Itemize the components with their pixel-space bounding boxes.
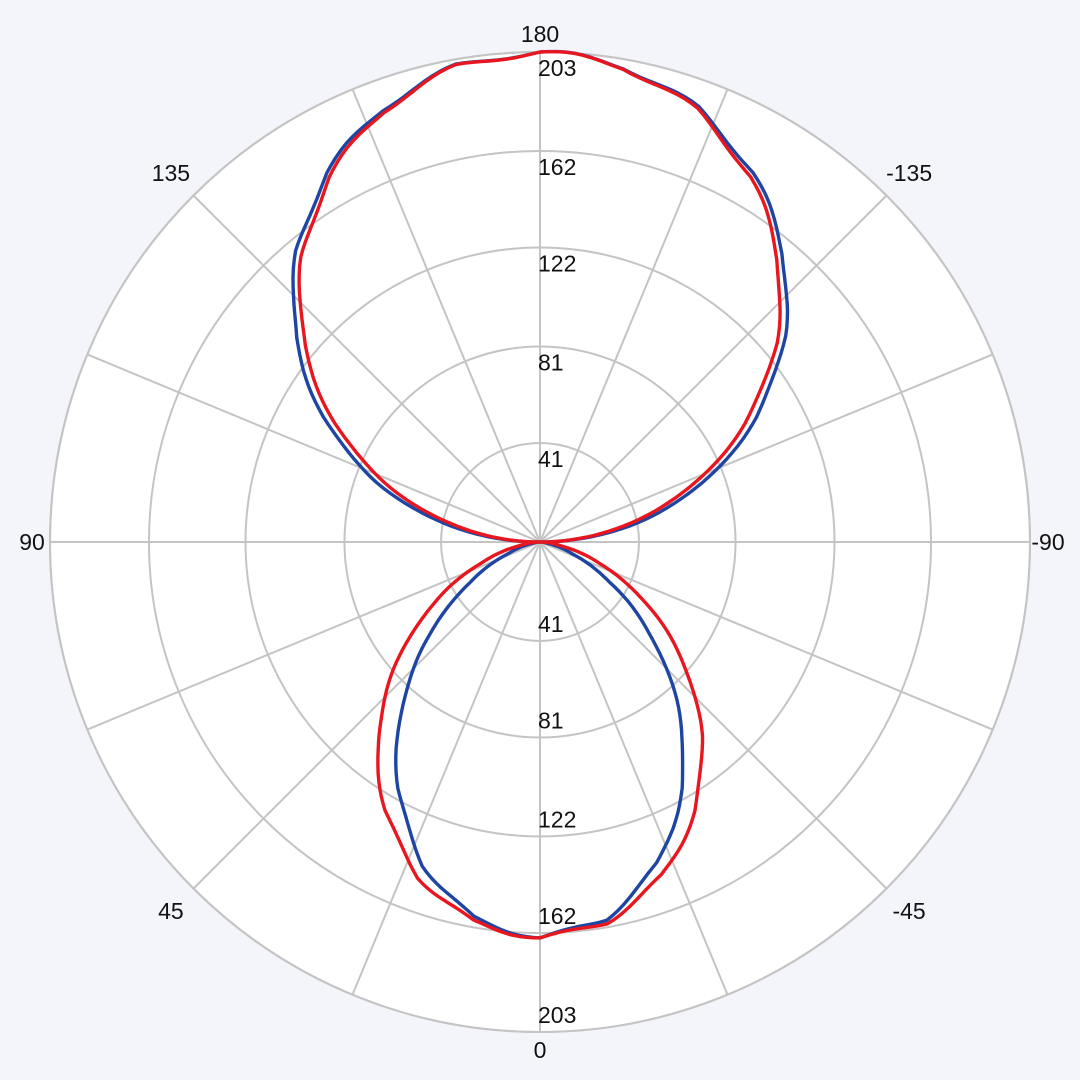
angular-grid-spoke — [351, 541, 541, 996]
angle-label: -90 — [1031, 529, 1064, 555]
radial-tick-label-top: 122 — [538, 251, 576, 277]
angular-grid-spoke — [192, 194, 541, 543]
radial-tick-label-top: 203 — [538, 55, 576, 81]
radial-tick-label-top: 81 — [538, 349, 564, 375]
angular-grid-spoke — [192, 541, 541, 890]
angular-grid-spoke — [86, 353, 541, 543]
angular-grid-spoke — [539, 541, 729, 996]
angular-grid-spoke — [539, 88, 729, 543]
angle-label: -45 — [892, 898, 925, 924]
angle-label: 45 — [158, 898, 184, 924]
radial-tick-label-bottom: 122 — [538, 806, 576, 832]
radial-tick-label-top: 162 — [538, 154, 576, 180]
angle-label: 180 — [521, 21, 559, 47]
angle-label: -135 — [886, 160, 932, 186]
radial-tick-label-bottom: 203 — [538, 1002, 576, 1028]
angle-label: 90 — [19, 529, 45, 555]
angular-grid-spoke — [539, 353, 994, 543]
radial-tick-label-bottom: 81 — [538, 708, 564, 734]
angle-label: 0 — [534, 1037, 547, 1063]
angular-grid-spoke — [351, 88, 541, 543]
radial-tick-label-bottom: 162 — [538, 903, 576, 929]
angular-grid-spoke — [539, 541, 888, 890]
radial-tick-label-bottom: 41 — [538, 611, 564, 637]
series-line-1 — [297, 50, 782, 940]
radial-tick-label-top: 41 — [538, 446, 564, 472]
angle-label: 135 — [152, 160, 190, 186]
angular-grid-spoke — [539, 194, 888, 543]
